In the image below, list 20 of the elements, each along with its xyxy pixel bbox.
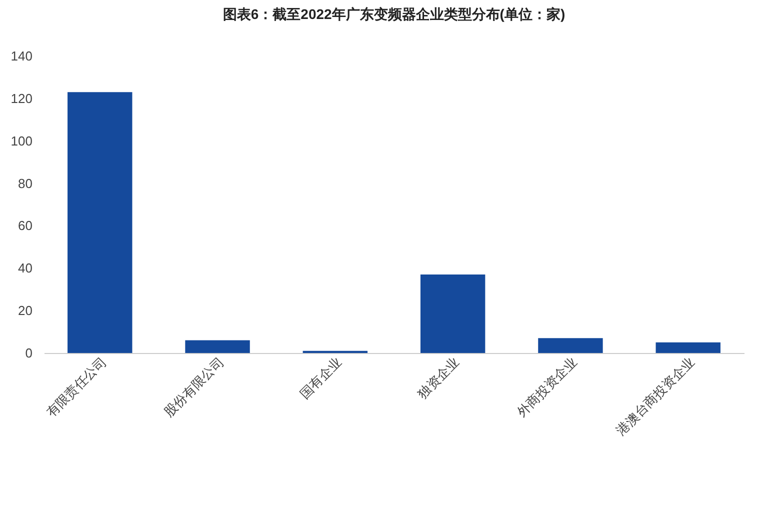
- y-tick-label: 100: [10, 133, 32, 148]
- y-tick-label: 40: [18, 260, 32, 276]
- bar: [185, 340, 250, 353]
- x-tick-label: 外商投资企业: [514, 354, 580, 420]
- y-tick-label: 20: [18, 303, 32, 318]
- bar: [656, 342, 720, 353]
- x-tick-label: 独资企业: [414, 354, 462, 402]
- x-tick-label: 股份有限公司: [160, 354, 227, 420]
- y-tick-label: 0: [25, 346, 32, 360]
- bar: [420, 274, 486, 353]
- y-tick-label: 140: [10, 48, 32, 64]
- y-tick-label: 80: [18, 176, 32, 191]
- x-tick-label: 国有企业: [296, 354, 344, 402]
- y-tick-label: 60: [18, 218, 32, 234]
- x-tick-label: 港澳台商投资企业: [613, 354, 698, 438]
- bar: [68, 92, 132, 353]
- y-tick-label: 120: [10, 90, 32, 106]
- x-tick-label: 有限责任公司: [43, 354, 110, 420]
- bar: [538, 338, 603, 353]
- chart-title: 图表6：截至2022年广东变频器企业类型分布(单位：家): [222, 6, 566, 22]
